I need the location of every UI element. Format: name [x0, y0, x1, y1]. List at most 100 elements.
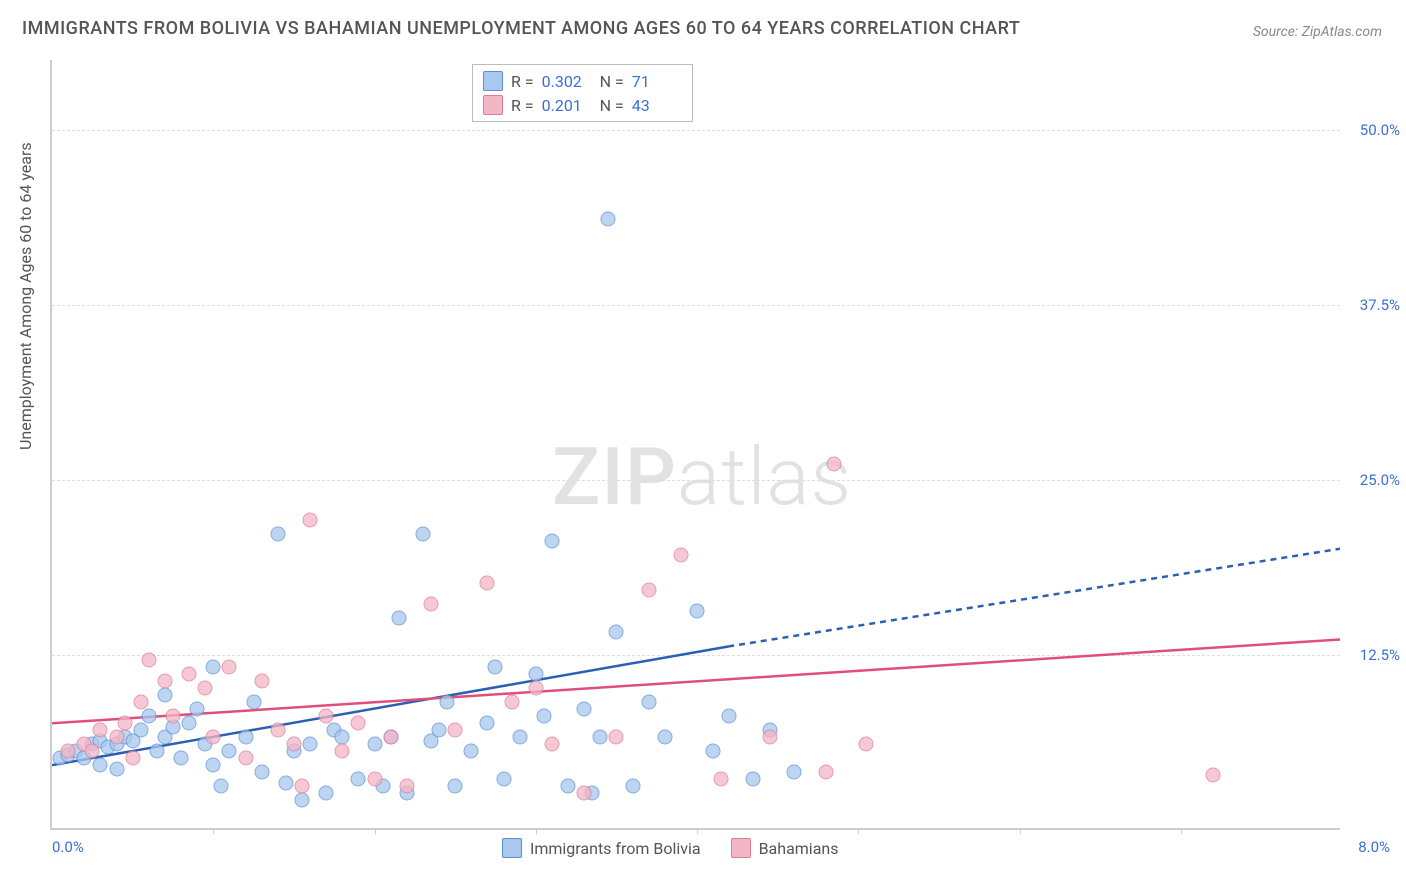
data-point-bolivia: [206, 758, 221, 773]
data-point-bolivia: [157, 688, 172, 703]
data-point-bahamians: [117, 716, 132, 731]
data-point-bolivia: [174, 751, 189, 766]
data-point-bahamians: [528, 681, 543, 696]
chart-title: IMMIGRANTS FROM BOLIVIA VS BAHAMIAN UNEM…: [22, 18, 1020, 39]
data-point-bahamians: [351, 716, 366, 731]
watermark: ZIPatlas: [552, 430, 852, 524]
x-tick-mark: [858, 828, 859, 834]
legend-item-bolivia: Immigrants from Bolivia: [502, 838, 701, 858]
data-point-bolivia: [206, 660, 221, 675]
x-tick-mark: [1181, 828, 1182, 834]
data-point-bolivia: [512, 730, 527, 745]
data-point-bolivia: [722, 709, 737, 724]
data-point-bahamians: [641, 583, 656, 598]
data-point-bahamians: [125, 751, 140, 766]
data-point-bahamians: [673, 548, 688, 563]
data-point-bolivia: [432, 723, 447, 738]
data-point-bolivia: [93, 758, 108, 773]
data-point-bolivia: [222, 744, 237, 759]
data-point-bolivia: [335, 730, 350, 745]
data-point-bolivia: [294, 793, 309, 808]
data-point-bolivia: [625, 779, 640, 794]
data-point-bahamians: [254, 674, 269, 689]
x-tick-min: 0.0%: [52, 838, 84, 856]
x-tick-mark: [375, 828, 376, 834]
y-axis-label: Unemployment Among Ages 60 to 64 years: [16, 142, 35, 450]
data-point-bahamians: [165, 709, 180, 724]
data-point-bolivia: [351, 772, 366, 787]
gridline: [52, 480, 1340, 481]
y-tick-label: 25.0%: [1360, 471, 1400, 489]
data-point-bolivia: [690, 604, 705, 619]
data-point-bolivia: [278, 776, 293, 791]
data-point-bolivia: [577, 702, 592, 717]
data-point-bolivia: [141, 709, 156, 724]
data-point-bahamians: [294, 779, 309, 794]
legend-row-bolivia: R = 0.302 N = 71: [483, 69, 682, 93]
data-point-bahamians: [819, 765, 834, 780]
data-point-bahamians: [222, 660, 237, 675]
legend-item-bahamians: Bahamians: [731, 838, 839, 858]
y-tick-label: 50.0%: [1360, 121, 1400, 139]
data-point-bahamians: [319, 709, 334, 724]
swatch-bahamians-icon: [731, 838, 751, 858]
data-point-bolivia: [109, 762, 124, 777]
swatch-bahamians: [483, 95, 503, 115]
data-point-bahamians: [133, 695, 148, 710]
data-point-bahamians: [109, 730, 124, 745]
data-point-bolivia: [480, 716, 495, 731]
data-point-bahamians: [480, 576, 495, 591]
source-attribution: Source: ZipAtlas.com: [1253, 24, 1382, 40]
data-point-bahamians: [303, 513, 318, 528]
chart-plot-area: ZIPatlas 12.5%25.0%37.5%50.0% R = 0.302 …: [50, 60, 1340, 830]
x-tick-max: 8.0%: [1358, 838, 1390, 856]
data-point-bolivia: [367, 737, 382, 752]
data-point-bahamians: [182, 667, 197, 682]
gridline: [52, 305, 1340, 306]
data-point-bolivia: [149, 744, 164, 759]
data-point-bahamians: [270, 723, 285, 738]
data-point-bahamians: [448, 723, 463, 738]
data-point-bolivia: [641, 695, 656, 710]
data-point-bahamians: [141, 653, 156, 668]
data-point-bahamians: [335, 744, 350, 759]
data-point-bahamians: [859, 737, 874, 752]
data-point-bahamians: [198, 681, 213, 696]
data-point-bahamians: [93, 723, 108, 738]
data-point-bolivia: [786, 765, 801, 780]
data-point-bahamians: [609, 730, 624, 745]
data-point-bahamians: [399, 779, 414, 794]
data-point-bolivia: [609, 625, 624, 640]
data-point-bahamians: [714, 772, 729, 787]
data-point-bolivia: [601, 212, 616, 227]
correlation-legend: R = 0.302 N = 71 R = 0.201 N = 43: [472, 64, 693, 122]
data-point-bolivia: [303, 737, 318, 752]
data-point-bahamians: [827, 457, 842, 472]
data-point-bolivia: [415, 527, 430, 542]
data-point-bolivia: [496, 772, 511, 787]
swatch-bolivia: [483, 71, 503, 91]
data-point-bahamians: [577, 786, 592, 801]
data-point-bolivia: [190, 702, 205, 717]
data-point-bolivia: [391, 611, 406, 626]
gridline: [52, 130, 1340, 131]
data-point-bolivia: [448, 779, 463, 794]
data-point-bahamians: [206, 730, 221, 745]
data-point-bolivia: [246, 695, 261, 710]
data-point-bolivia: [488, 660, 503, 675]
data-point-bahamians: [286, 737, 301, 752]
data-point-bolivia: [536, 709, 551, 724]
data-point-bolivia: [182, 716, 197, 731]
data-point-bolivia: [561, 779, 576, 794]
x-tick-mark: [213, 828, 214, 834]
data-point-bolivia: [746, 772, 761, 787]
data-point-bolivia: [706, 744, 721, 759]
data-point-bolivia: [238, 730, 253, 745]
data-point-bolivia: [593, 730, 608, 745]
x-tick-mark: [697, 828, 698, 834]
y-tick-label: 37.5%: [1360, 296, 1400, 314]
data-point-bahamians: [1206, 767, 1221, 782]
data-point-bahamians: [544, 737, 559, 752]
y-tick-label: 12.5%: [1360, 646, 1400, 664]
trend-lines: [52, 60, 1340, 828]
